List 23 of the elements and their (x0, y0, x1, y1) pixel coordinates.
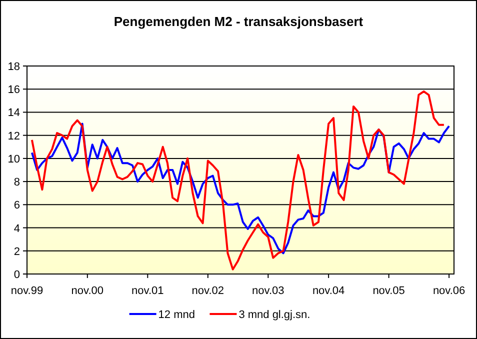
x-tick-label: nov.03 (252, 285, 284, 297)
legend-label: 3 mnd gl.gj.sn. (238, 309, 310, 321)
x-tick-label: nov.05 (372, 285, 405, 297)
legend-label: 12 mnd (158, 309, 196, 321)
x-tick-label: nov.06 (432, 285, 466, 297)
x-tick-label: nov.01 (132, 285, 164, 297)
y-tick-label: 10 (8, 153, 20, 166)
line-series (30, 90, 445, 270)
y-tick-label: 2 (14, 246, 20, 258)
chart-title: Pengemengden M2 - transaksjonsbasert (114, 14, 364, 29)
y-tick-label: 16 (8, 84, 20, 96)
x-tick-label: nov.99 (10, 285, 44, 297)
x-tick-label: nov.00 (71, 285, 104, 297)
x-tick-label: nov.04 (312, 285, 345, 297)
y-tick-label: 8 (14, 176, 20, 189)
x-tick-label: nov.02 (192, 285, 224, 297)
y-tick-label: 0 (14, 269, 20, 281)
y-tick-label: 14 (8, 107, 20, 120)
line-series (30, 122, 450, 254)
y-tick-label: 12 (8, 130, 20, 142)
y-tick-label: 6 (14, 200, 20, 212)
y-tick-label: 4 (14, 222, 20, 235)
y-tick-label: 18 (8, 61, 20, 73)
